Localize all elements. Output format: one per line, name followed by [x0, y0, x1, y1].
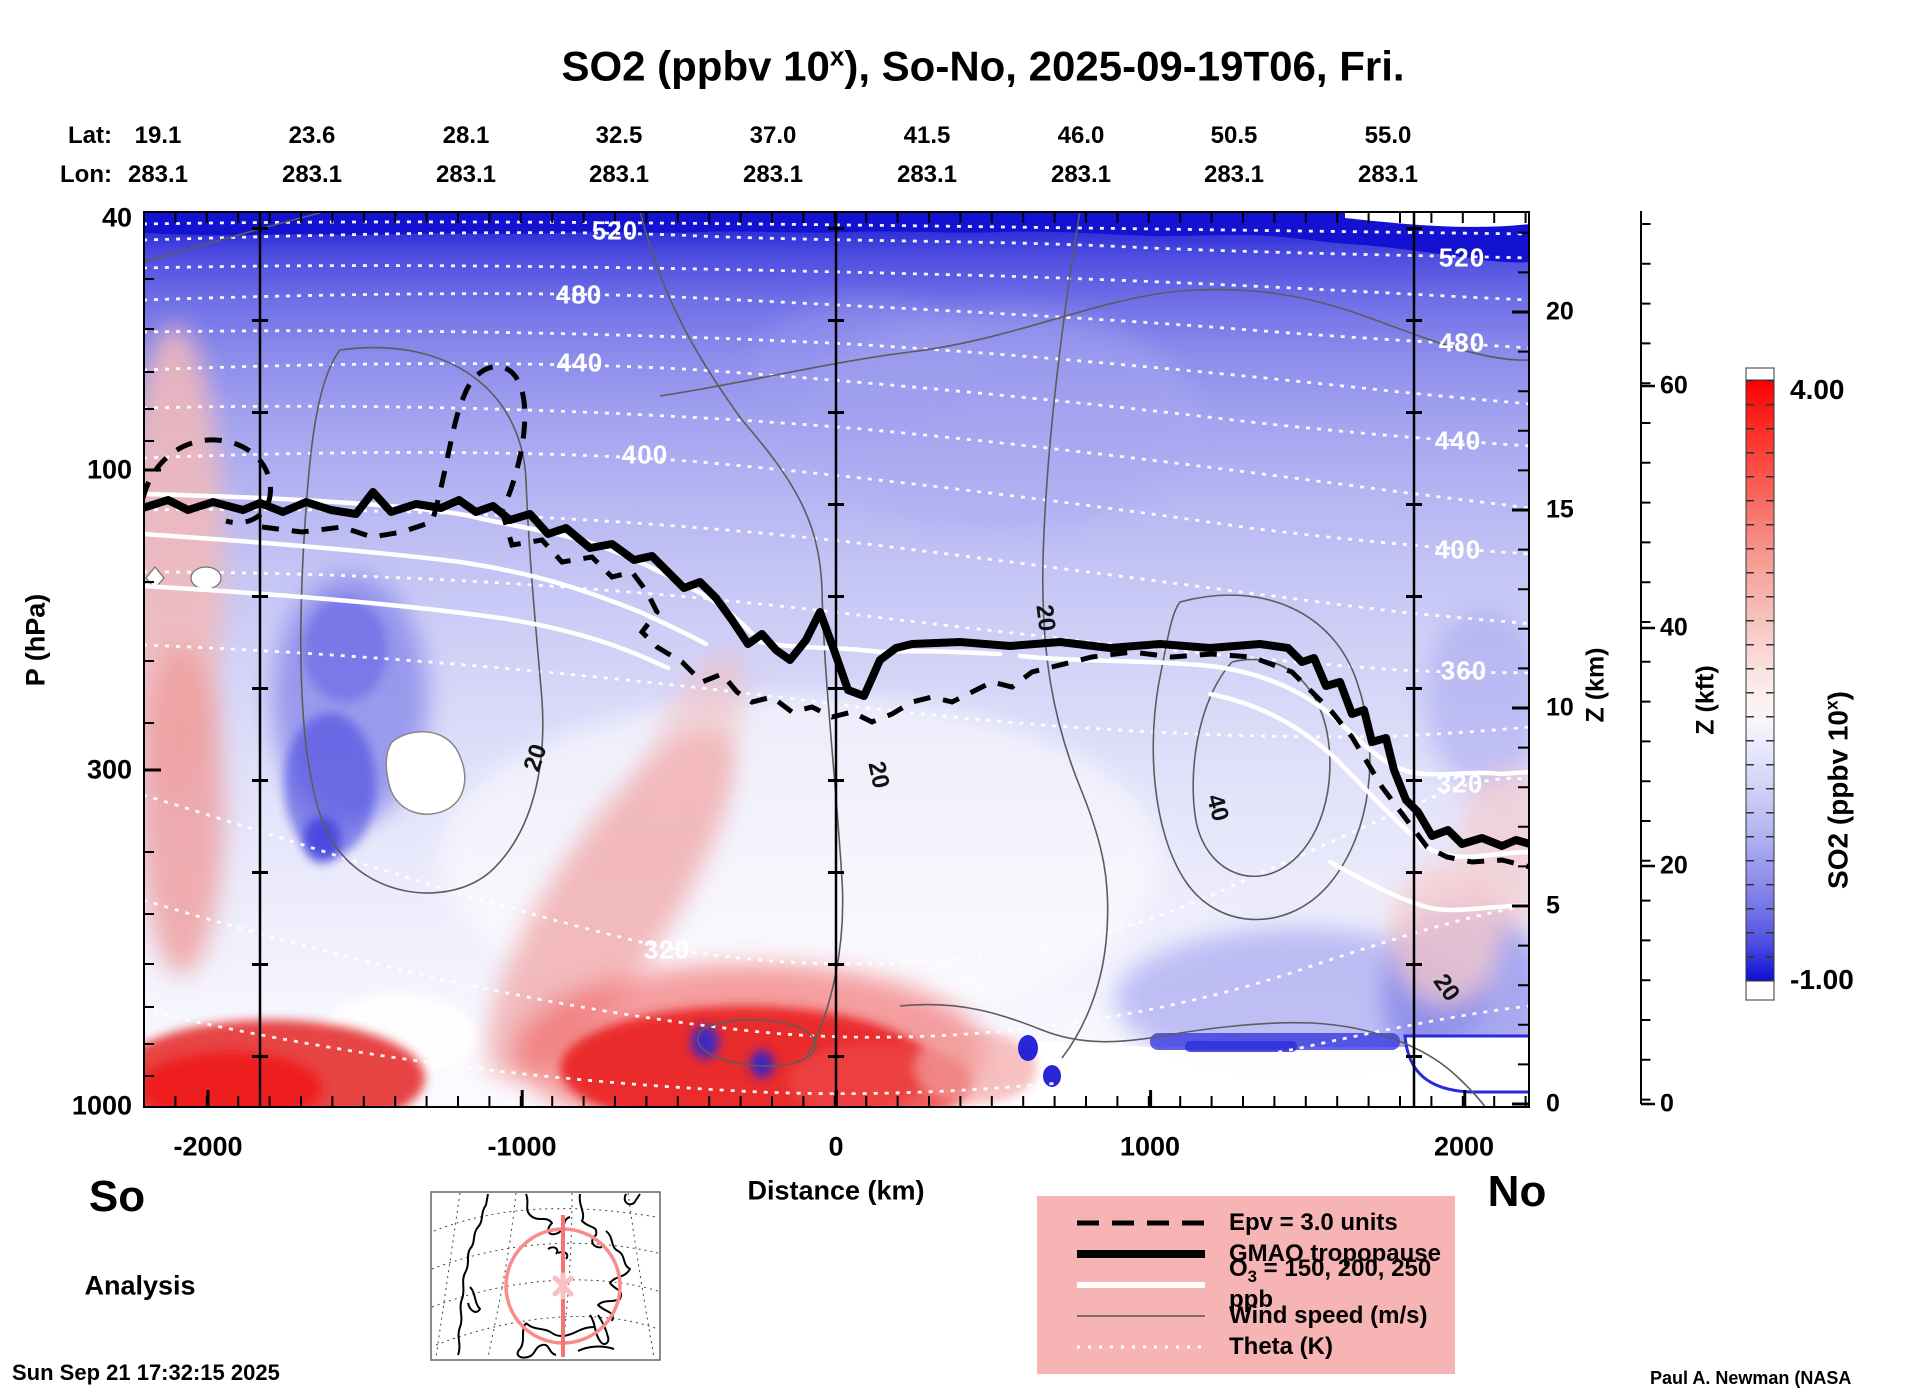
theta-label-320-right: 320 [1436, 768, 1484, 799]
theta-label-440-right: 440 [1434, 425, 1482, 456]
dashed-line-sample [1077, 1220, 1205, 1225]
tropopause-line [143, 488, 1530, 850]
lat-value: 19.1 [134, 122, 182, 149]
credit-text: Paul A. Newman (NASA [1650, 1368, 1852, 1388]
legend-label: Epv = 3.0 units [1229, 1208, 1398, 1236]
lon-value: 283.1 [588, 161, 650, 188]
theta-label-400-right: 400 [1434, 534, 1482, 565]
pressure-tick: 40 [101, 202, 132, 233]
legend-item-tropopause: GMAO tropopause [1037, 1238, 1455, 1269]
legend-label: Wind speed (m/s) [1229, 1301, 1428, 1329]
lon-value: 283.1 [1203, 161, 1265, 188]
zkft-axis [1640, 211, 1655, 1106]
wind-label-20: 20 [862, 759, 895, 791]
lat-value: 32.5 [595, 122, 643, 149]
legend-label: O3 = 150, 200, 250 ppb [1229, 1254, 1432, 1314]
zkm-tick: 0 [1546, 1089, 1560, 1118]
lat-value: 23.6 [288, 122, 336, 149]
theta-label-360-right: 360 [1440, 655, 1488, 686]
zkft-tick: 0 [1660, 1089, 1674, 1118]
zkft-tick: 40 [1660, 613, 1688, 642]
lat-row-label: Lat: [68, 122, 112, 149]
theta-label-480-left: 480 [555, 279, 603, 310]
zkm-tick: 20 [1546, 297, 1574, 326]
lon-value: 283.1 [281, 161, 343, 188]
so2-cross-section-plot [143, 211, 1530, 1108]
lon-value: 283.1 [1357, 161, 1419, 188]
map-center-star [552, 1272, 574, 1300]
zkft-tick: 20 [1660, 851, 1688, 880]
lon-value: 283.1 [896, 161, 958, 188]
lat-value: 41.5 [903, 122, 951, 149]
legend-label: Theta (K) [1229, 1332, 1333, 1360]
pressure-tick: 1000 [71, 1090, 132, 1121]
thick-line-sample [1077, 1249, 1205, 1258]
zkm-tick: 10 [1546, 693, 1574, 722]
so2-colorbar [1745, 367, 1775, 1001]
zkft-tick: 60 [1660, 371, 1688, 400]
section-reference-lines [252, 211, 1422, 1108]
colorbar-max: 4.00 [1790, 374, 1845, 405]
pressure-tick: 100 [86, 454, 132, 485]
lat-value: 55.0 [1364, 122, 1412, 149]
distance-tick: 1000 [1119, 1131, 1181, 1162]
top-dark-band [143, 211, 1530, 263]
legend-item-theta: Theta (K) [1037, 1331, 1455, 1362]
lat-value: 46.0 [1057, 122, 1105, 149]
thin-line-sample [1077, 1314, 1205, 1317]
distance-tick: -1000 [487, 1131, 557, 1162]
pressure-axis-title: P (hPa) [20, 593, 51, 687]
south-endpoint-label: So [88, 1172, 146, 1221]
lat-value: 50.5 [1210, 122, 1258, 149]
distance-tick: -2000 [173, 1131, 243, 1162]
theta-label-440-left: 440 [556, 347, 604, 378]
dotted-white-line-sample [1077, 1345, 1205, 1348]
analysis-label: Analysis [84, 1270, 196, 1301]
lon-value: 283.1 [742, 161, 804, 188]
theta-label-400-left: 400 [621, 439, 669, 470]
legend-item-ozone: O3 = 150, 200, 250 ppb [1037, 1255, 1455, 1313]
theta-label-520-left: 520 [591, 215, 639, 246]
overlay-legend: Epv = 3.0 units GMAO tropopause O3 = 150… [1037, 1196, 1455, 1374]
white-pocket [190, 566, 222, 590]
pressure-tick: 300 [86, 754, 132, 785]
theta-label-520-right: 520 [1438, 242, 1486, 273]
distance-tick: 0 [828, 1131, 844, 1162]
distance-tick: 2000 [1433, 1131, 1495, 1162]
section-location-map [430, 1191, 661, 1361]
lon-row-label: Lon: [60, 161, 112, 188]
lon-value: 283.1 [435, 161, 497, 188]
so2-filled-field [143, 211, 1530, 1108]
lat-value: 37.0 [749, 122, 797, 149]
lon-value: 283.1 [1050, 161, 1112, 188]
zkm-tick: 15 [1546, 495, 1574, 524]
zkft-axis-title: Z (kft) [1691, 665, 1720, 735]
plot-border [143, 211, 1530, 1108]
theta-contours [143, 220, 1530, 1096]
distance-axis-title: Distance (km) [747, 1175, 925, 1206]
theta-label-480-right: 480 [1438, 327, 1486, 358]
theta-label-320-low: 320 [643, 934, 691, 965]
lon-value: 283.1 [127, 161, 189, 188]
white-pocket [385, 730, 466, 815]
zkm-axis-title: Z (km) [1581, 647, 1610, 723]
wind-label-20: 20 [1030, 603, 1061, 633]
colorbar-min: -1.00 [1790, 964, 1854, 995]
legend-item-wind: Wind speed (m/s) [1037, 1300, 1455, 1331]
map-coastline [457, 1193, 641, 1359]
zkm-tick: 5 [1546, 891, 1560, 920]
creation-timestamp: Sun Sep 21 17:32:15 2025 [12, 1360, 280, 1385]
legend-item-epv: Epv = 3.0 units [1037, 1207, 1455, 1238]
north-endpoint-label: No [1487, 1167, 1547, 1216]
white-line-sample [1077, 1281, 1205, 1288]
epv-contour [143, 364, 1530, 870]
wind-speed-contours [143, 211, 1530, 1108]
legend-label: GMAO tropopause [1229, 1239, 1442, 1267]
lat-value: 28.1 [442, 122, 490, 149]
page-title: SO2 (ppbv 10x), So-No, 2025-09-19T06, Fr… [561, 41, 1405, 90]
colorbar-title: SO2 (ppbv 10x) [1821, 691, 1854, 889]
